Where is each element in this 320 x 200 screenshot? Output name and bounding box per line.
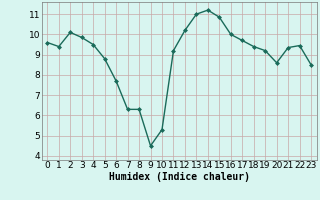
X-axis label: Humidex (Indice chaleur): Humidex (Indice chaleur) (109, 172, 250, 182)
